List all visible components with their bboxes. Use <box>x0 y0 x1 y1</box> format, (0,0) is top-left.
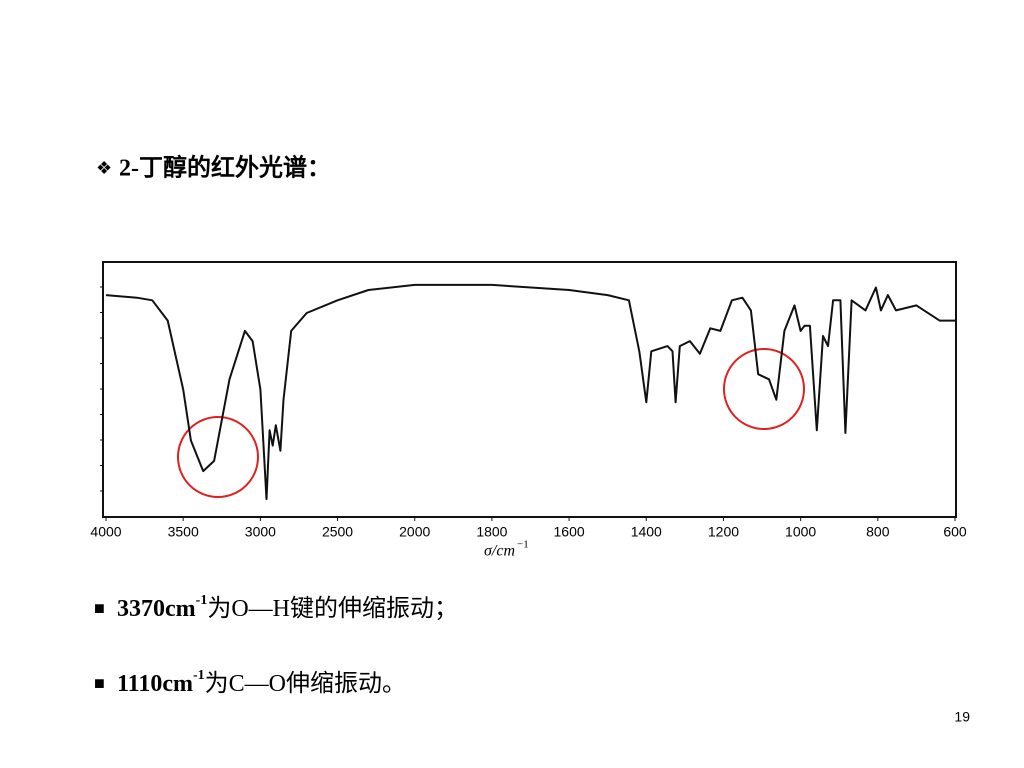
x-tick-label: 1400 <box>631 524 662 540</box>
note-num: 1110cm <box>117 671 193 697</box>
plot-frame <box>102 261 957 518</box>
note-sup: -1 <box>196 593 208 608</box>
note-bullet: ■ <box>94 673 105 693</box>
x-tick-label: 800 <box>866 524 890 540</box>
x-tick-label: 1800 <box>476 524 507 540</box>
note-text: 为O—H键的伸缩振动； <box>207 595 458 622</box>
note: 3370cm-1为O—H键的伸缩振动； <box>117 593 458 621</box>
page-number: 19 <box>954 709 970 725</box>
x-axis-label-sup: −1 <box>517 539 529 551</box>
note: 1110cm-1为C—O伸缩振动。 <box>117 668 406 696</box>
x-tick-label: 2500 <box>322 524 353 540</box>
spectrum-line <box>105 283 955 501</box>
x-tick-label: 1000 <box>785 524 816 540</box>
highlight-circle <box>177 416 259 498</box>
x-tick-label: 2000 <box>399 524 430 540</box>
note-text: 为C—O伸缩振动。 <box>205 670 406 697</box>
note-num: 3370cm <box>117 596 196 622</box>
x-tick-label: 600 <box>943 524 967 540</box>
note-bullet: ■ <box>94 598 105 618</box>
heading-bullet: ❖ <box>96 158 112 178</box>
highlight-circle <box>723 348 805 430</box>
heading: 2-丁醇的红外光谱： <box>119 154 331 182</box>
x-tick-label: 1200 <box>708 524 739 540</box>
x-tick-label: 3000 <box>245 524 276 540</box>
x-axis-label: σ/cm <box>484 543 515 560</box>
x-tick-label: 4000 <box>90 524 121 540</box>
x-tick-label: 1600 <box>554 524 585 540</box>
y-tick-marks <box>100 286 103 492</box>
note-sup: -1 <box>193 668 205 683</box>
x-tick-label: 3500 <box>168 524 199 540</box>
